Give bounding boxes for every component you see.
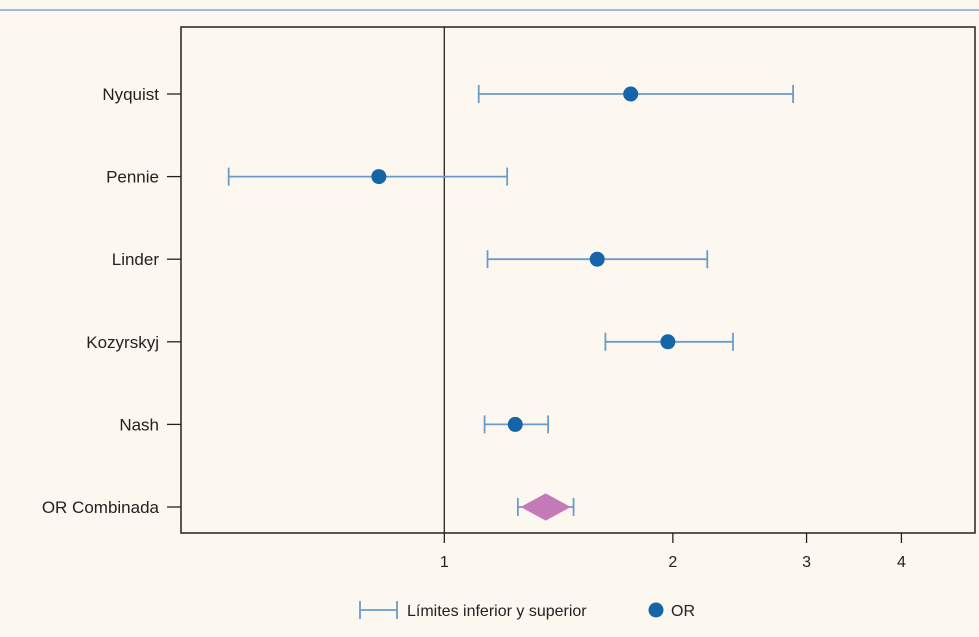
x-tick-label: 4	[897, 554, 906, 571]
or-point	[589, 251, 605, 267]
top-rule	[0, 0, 979, 11]
x-tick-label: 2	[668, 554, 677, 571]
or-point	[660, 334, 676, 350]
row-label: Linder	[112, 250, 160, 269]
row-label: Pennie	[106, 168, 159, 187]
plot-frame	[180, 26, 976, 534]
or-point	[507, 416, 523, 432]
or-point	[371, 169, 387, 185]
legend: Límites inferior y superior OR	[359, 601, 695, 620]
study-rows: Nyquist Pennie Linder Kozyrskyj Nash OR Combi…	[42, 85, 794, 521]
study-row: Pennie	[106, 167, 509, 187]
legend-or-marker	[648, 602, 664, 618]
study-row: Linder	[112, 250, 709, 269]
combined-or-diamond	[520, 493, 571, 521]
legend-or-label: OR	[671, 603, 695, 620]
x-tick-label: 3	[802, 554, 811, 571]
row-label: Nyquist	[102, 85, 159, 104]
combined-row: OR Combinada	[42, 493, 575, 521]
plot-axes	[180, 26, 976, 534]
row-label: Nash	[119, 415, 159, 434]
study-row: Kozyrskyj	[86, 332, 734, 352]
study-row: Nash	[119, 415, 550, 434]
legend-ci-label: Límites inferior y superior	[407, 603, 587, 620]
row-label: OR Combinada	[42, 498, 160, 517]
or-point	[623, 86, 639, 102]
row-label: Kozyrskyj	[86, 333, 159, 352]
x-tick-label: 1	[440, 554, 449, 571]
study-row: Nyquist	[102, 85, 794, 104]
x-axis-ticks: 1 2 3 4	[440, 533, 906, 571]
